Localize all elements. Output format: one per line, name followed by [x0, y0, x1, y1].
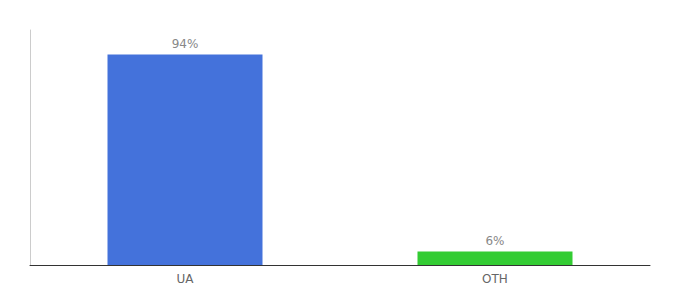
svg-text:6%: 6%: [485, 234, 504, 248]
svg-text:94%: 94%: [172, 37, 199, 51]
svg-text:OTH: OTH: [482, 272, 508, 286]
svg-text:UA: UA: [177, 272, 195, 286]
